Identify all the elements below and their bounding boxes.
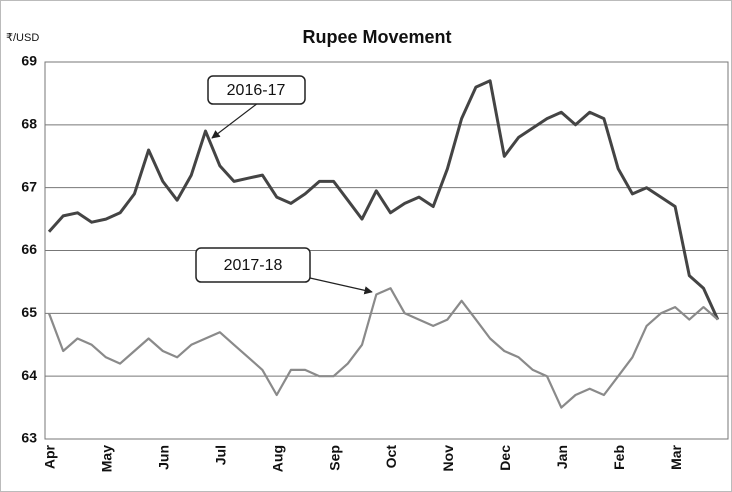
- annotation-arrow: [211, 102, 259, 139]
- x-tick-label: Feb: [611, 445, 627, 470]
- y-axis-label: ₹/USD: [6, 32, 39, 44]
- annotation-arrow: [309, 277, 373, 295]
- x-tick-label: Jul: [212, 445, 228, 465]
- x-tick-label: Jan: [554, 445, 570, 469]
- x-tick-label: May: [99, 445, 115, 472]
- y-tick-label: 64: [21, 367, 37, 383]
- plot-area: 63 64 65 66 67 68 69 Apr May Jun Jul Aug Sep Oct Nov De…: [21, 53, 729, 472]
- annotation: 2017-18: [224, 257, 283, 274]
- x-tick-label: Jun: [156, 445, 172, 470]
- x-tick-label: Aug: [269, 445, 285, 472]
- line-series: [47, 79, 720, 321]
- x-tick-label: Oct: [383, 445, 399, 469]
- x-tick-label: Nov: [440, 445, 456, 472]
- x-tick-label: Dec: [497, 445, 513, 471]
- y-tick-label: 66: [21, 241, 37, 257]
- plot-frame: [44, 61, 729, 440]
- annotation-box: [195, 247, 311, 283]
- x-tick-label: Mar: [668, 444, 684, 469]
- annotation-box: [207, 75, 306, 105]
- y-tick-label: 68: [21, 116, 37, 132]
- line-series: [47, 287, 719, 409]
- x-tick-label: Apr: [42, 444, 58, 469]
- y-tick-label: 65: [21, 304, 37, 320]
- annotation: 2016-17: [227, 82, 286, 99]
- x-tick-label: Sep: [326, 445, 342, 471]
- y-tick-label: 67: [21, 178, 37, 194]
- y-tick-label: 69: [21, 53, 37, 69]
- y-tick-label: 63: [21, 430, 37, 446]
- chart-title: Rupee Movement: [302, 27, 451, 47]
